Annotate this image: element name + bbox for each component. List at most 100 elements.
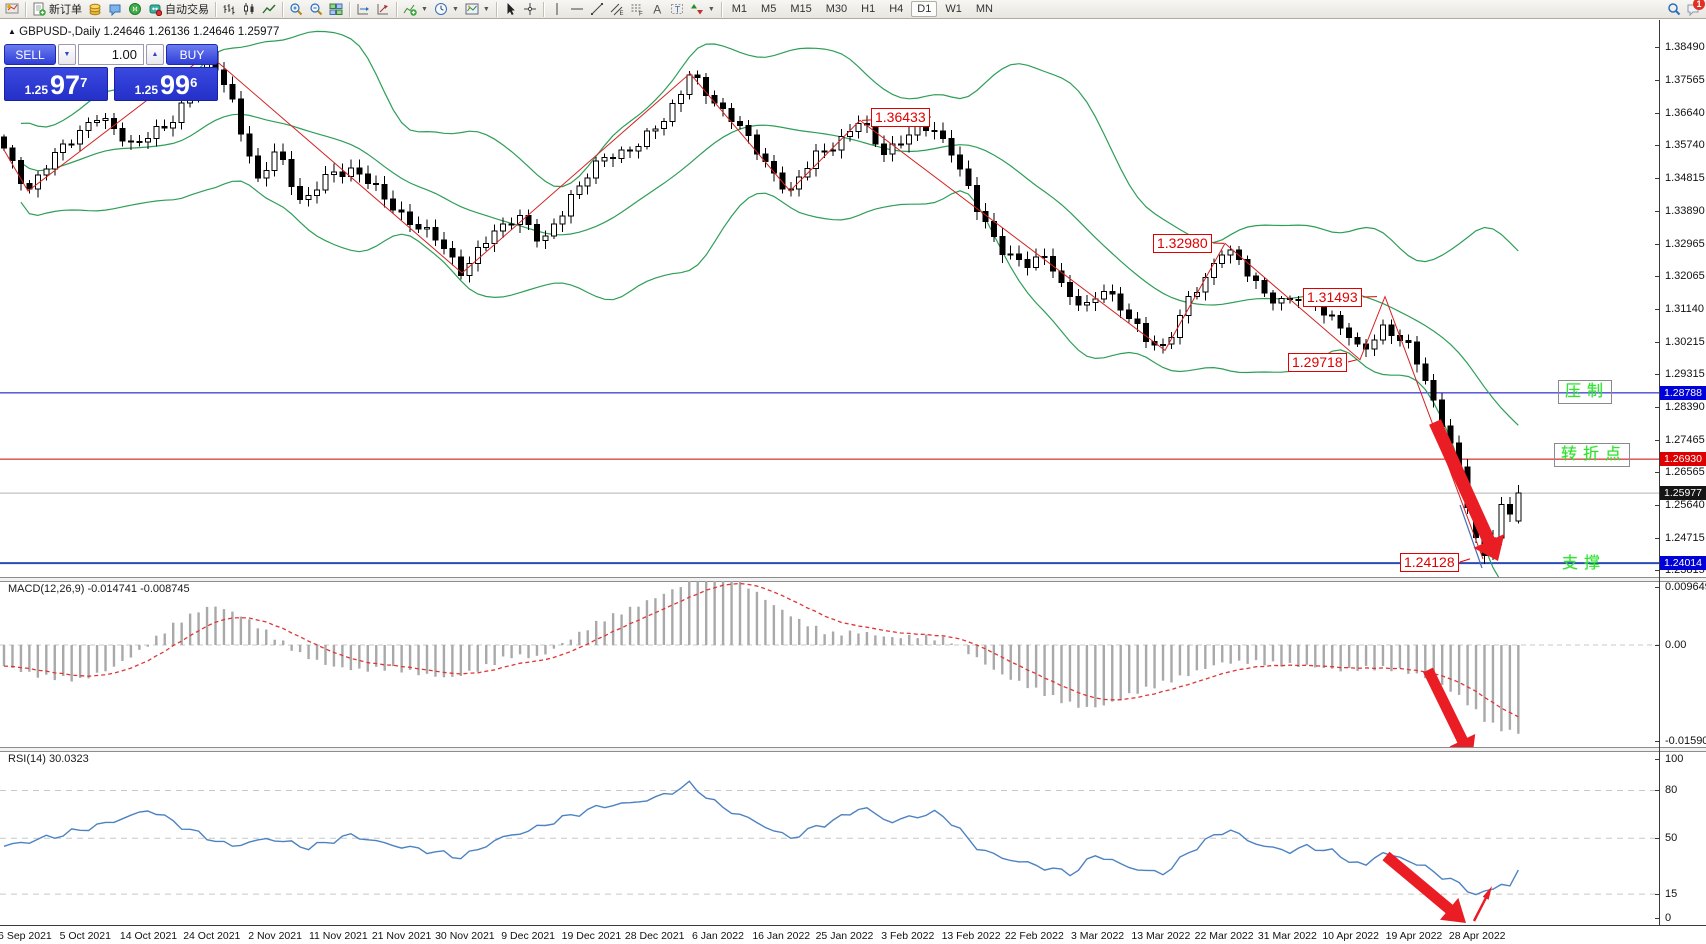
annotation-text[interactable]: 支撑	[1562, 555, 1607, 572]
autotrading-button[interactable]: 自动交易	[145, 1, 212, 18]
dropdown-caret-icon[interactable]: ▼	[451, 5, 459, 13]
date-label[interactable]: 24 Oct 2021	[183, 930, 241, 942]
date-label[interactable]: 13 Feb 2022	[941, 930, 1001, 942]
market-chat-icon[interactable]	[105, 1, 125, 18]
date-label[interactable]: 21 Nov 2021	[371, 930, 432, 942]
timeframe-h4[interactable]: H4	[889, 3, 904, 15]
pane-separator[interactable]	[0, 747, 1706, 752]
price-pane[interactable]	[0, 20, 1659, 577]
red-up-arrow-small[interactable]	[1472, 886, 1492, 922]
timeframe-h1[interactable]: H1	[861, 3, 876, 15]
arrows-tool[interactable]: ▼	[687, 1, 718, 18]
chart-shift-icon[interactable]	[353, 1, 373, 18]
red-down-arrow-macd[interactable]	[1423, 667, 1476, 747]
tile-windows-icon[interactable]	[326, 1, 346, 18]
volume-down-button[interactable]: ▼	[58, 44, 76, 65]
date-label[interactable]: 11 Nov 2021	[308, 930, 368, 942]
text-tool[interactable]: A	[647, 1, 667, 18]
auto-scroll-icon[interactable]	[373, 1, 393, 18]
date-label[interactable]: 5 Oct 2021	[59, 930, 111, 942]
date-label[interactable]: 14 Oct 2021	[119, 930, 178, 942]
bar-chart-icon[interactable]	[219, 1, 239, 18]
candlestick-chart-icon[interactable]	[239, 1, 259, 18]
date-label[interactable]: 26 Sep 2021	[0, 930, 52, 942]
zigzag-trendline[interactable]	[3, 53, 1484, 560]
red-down-arrow-rsi[interactable]	[1382, 851, 1467, 923]
buy-price-display[interactable]: 1.25 99 6	[114, 67, 218, 101]
zoom-in-icon[interactable]	[286, 1, 306, 18]
terminal-icon[interactable]	[2, 1, 22, 18]
sell-button[interactable]: SELL	[4, 44, 56, 65]
notifications-icon[interactable]: 1	[1684, 0, 1705, 18]
collapse-icon[interactable]: ▲	[8, 27, 16, 36]
date-label[interactable]: 30 Nov 2021	[435, 930, 495, 942]
dropdown-caret-icon[interactable]: ▼	[421, 5, 428, 13]
timeframe-m5[interactable]: M5	[761, 3, 777, 15]
date-label[interactable]: 10 Apr 2022	[1322, 930, 1379, 942]
channel-tool[interactable]: E	[607, 1, 627, 18]
annotation-text[interactable]: 压制	[1558, 380, 1613, 404]
date-label[interactable]: 28 Apr 2022	[1448, 930, 1506, 942]
crosshair-glyph	[523, 3, 536, 15]
cursor-tool[interactable]	[500, 1, 520, 18]
date-label[interactable]: 19 Dec 2021	[561, 930, 622, 942]
trendline-tool[interactable]	[587, 1, 607, 18]
date-label[interactable]: 13 Mar 2022	[1131, 930, 1191, 942]
bollinger-upper-band[interactable]	[20, 30, 1519, 263]
signals-icon[interactable]	[125, 1, 145, 18]
search-icon[interactable]	[1664, 1, 1684, 18]
dropdown-caret-icon[interactable]: ▼	[707, 5, 715, 13]
rsi-pane[interactable]	[0, 751, 1659, 925]
horizontal-line-tool[interactable]	[567, 1, 587, 18]
macd-tick: -0.015903	[1665, 735, 1706, 747]
volume-input[interactable]: 1.00	[78, 44, 144, 65]
dropdown-caret-icon[interactable]: ▼	[482, 5, 490, 13]
bollinger-middle-band[interactable]	[20, 113, 1519, 426]
new-order-button[interactable]: 新订单	[29, 1, 85, 18]
volume-up-button[interactable]: ▲	[146, 44, 164, 65]
date-label[interactable]: 31 Mar 2022	[1257, 930, 1317, 942]
swing-price-label[interactable]: 1.36433	[871, 108, 930, 127]
date-label[interactable]: 19 Apr 2022	[1385, 930, 1443, 942]
vertical-line-tool[interactable]	[547, 1, 567, 18]
pane-separator[interactable]	[0, 577, 1706, 582]
date-label[interactable]: 3 Mar 2022	[1071, 930, 1125, 942]
swing-price-label[interactable]: 1.29718	[1288, 353, 1347, 372]
timeframe-m15[interactable]: M15	[790, 3, 812, 15]
label-tool[interactable]: T	[667, 1, 687, 18]
line-chart-icon[interactable]	[259, 1, 279, 18]
date-label[interactable]: 16 Jan 2022	[752, 930, 811, 942]
date-label[interactable]: 25 Jan 2022	[815, 930, 874, 942]
buy-button[interactable]: BUY	[166, 44, 218, 65]
crosshair-tool[interactable]	[520, 1, 540, 18]
macd-histogram	[2, 581, 1520, 734]
chart-area[interactable]: ▲ GBPUSD-,Daily 1.24646 1.26136 1.24646 …	[0, 20, 1706, 944]
timeframe-m1[interactable]: M1	[731, 3, 748, 15]
zoomin-glyph	[290, 3, 303, 16]
swing-price-label[interactable]: 1.32980	[1153, 234, 1212, 253]
timeframe-w1[interactable]: W1	[945, 3, 962, 15]
swing-price-label[interactable]: 1.24128	[1400, 553, 1459, 572]
templates-button[interactable]: ▼	[462, 1, 493, 18]
timeframe-m30[interactable]: M30	[825, 3, 848, 15]
date-label[interactable]: 6 Jan 2022	[691, 930, 744, 942]
zoom-out-icon[interactable]	[306, 1, 326, 18]
date-label[interactable]: 28 Dec 2021	[624, 930, 685, 942]
date-label[interactable]: 22 Mar 2022	[1194, 930, 1254, 942]
red-down-arrow[interactable]	[1429, 419, 1505, 561]
fibonacci-tool[interactable]: F	[627, 1, 647, 18]
swing-price-label[interactable]: 1.31493	[1303, 288, 1362, 307]
macd-pane[interactable]	[0, 581, 1659, 747]
history-center-icon[interactable]	[85, 1, 105, 18]
bollinger-lower-band[interactable]	[20, 180, 1518, 577]
periods-button[interactable]: ▼	[431, 1, 462, 18]
annotation-text[interactable]: 转折点	[1554, 443, 1631, 467]
sell-price-display[interactable]: 1.25 97 7	[4, 67, 108, 101]
date-label[interactable]: 22 Feb 2022	[1004, 930, 1064, 942]
date-label[interactable]: 3 Feb 2022	[881, 930, 935, 942]
timeframe-mn[interactable]: MN	[975, 3, 993, 15]
timeframe-d1[interactable]: D1	[911, 1, 938, 17]
date-label[interactable]: 2 Nov 2021	[248, 930, 302, 942]
date-label[interactable]: 9 Dec 2021	[501, 930, 556, 942]
indicators-button[interactable]: ▼	[400, 1, 431, 18]
